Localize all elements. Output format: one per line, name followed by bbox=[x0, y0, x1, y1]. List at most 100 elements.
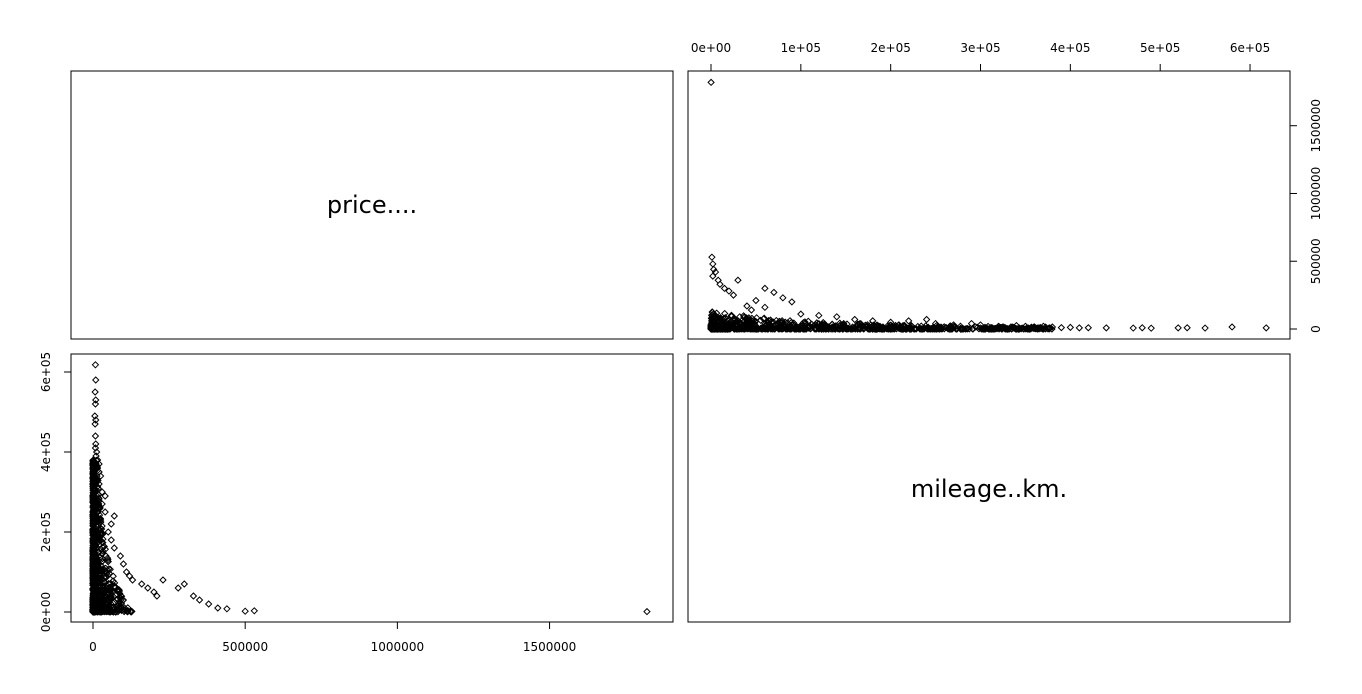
data-point bbox=[743, 320, 751, 328]
data-point bbox=[894, 321, 903, 330]
data-point bbox=[89, 469, 98, 477]
data-point bbox=[931, 319, 940, 328]
data-point bbox=[1262, 324, 1270, 332]
y-tick-label: 2e+05 bbox=[39, 512, 53, 552]
data-point bbox=[709, 265, 718, 274]
data-point bbox=[949, 321, 958, 329]
data-point bbox=[110, 512, 119, 520]
data-point bbox=[944, 325, 952, 333]
data-point bbox=[89, 492, 97, 500]
data-point bbox=[90, 542, 99, 550]
dense-point-cloud bbox=[89, 456, 136, 616]
data-point bbox=[241, 607, 249, 615]
data-point bbox=[770, 288, 778, 297]
data-point bbox=[102, 552, 110, 560]
data-point bbox=[107, 520, 115, 528]
data-point bbox=[89, 567, 97, 575]
data-point bbox=[99, 547, 107, 555]
panel-bottom-right bbox=[687, 353, 1291, 623]
diagonal-label-price: price.... bbox=[327, 191, 417, 219]
data-point bbox=[719, 324, 727, 332]
data-point bbox=[926, 325, 935, 333]
data-point bbox=[815, 324, 824, 333]
data-point bbox=[869, 317, 877, 325]
data-point bbox=[815, 311, 823, 320]
data-point bbox=[720, 284, 729, 293]
data-point bbox=[101, 508, 109, 516]
data-point bbox=[89, 593, 97, 601]
data-point bbox=[89, 537, 97, 545]
data-point bbox=[715, 325, 724, 333]
data-point bbox=[89, 460, 97, 469]
data-point bbox=[96, 530, 105, 539]
data-point bbox=[853, 325, 862, 333]
data-point bbox=[758, 325, 767, 333]
data-point bbox=[91, 554, 99, 563]
data-point bbox=[91, 584, 99, 593]
data-point bbox=[92, 587, 101, 595]
y-tick-label: 0e+00 bbox=[39, 592, 53, 632]
x-tick-label: 1500000 bbox=[523, 640, 576, 654]
data-point bbox=[748, 325, 756, 333]
data-point bbox=[122, 568, 131, 576]
data-point bbox=[865, 323, 873, 332]
data-point bbox=[91, 432, 100, 440]
data-point bbox=[102, 573, 110, 582]
data-point bbox=[769, 318, 778, 326]
data-point bbox=[189, 592, 198, 600]
data-point bbox=[1007, 323, 1015, 331]
data-point bbox=[716, 280, 724, 288]
data-point bbox=[833, 313, 841, 321]
data-point bbox=[98, 488, 106, 496]
data-point bbox=[746, 325, 754, 333]
data-point bbox=[904, 317, 913, 325]
x-tick-label: 0e+00 bbox=[691, 41, 731, 55]
data-point bbox=[111, 608, 120, 616]
data-point bbox=[709, 272, 717, 280]
data-point bbox=[757, 316, 765, 325]
data-point bbox=[839, 323, 848, 331]
data-point bbox=[1174, 324, 1182, 332]
data-point bbox=[848, 325, 856, 333]
data-point bbox=[89, 556, 97, 564]
data-point bbox=[1045, 324, 1053, 332]
data-point bbox=[89, 600, 97, 608]
data-point bbox=[180, 580, 189, 588]
data-point bbox=[976, 321, 985, 329]
data-point bbox=[90, 537, 99, 545]
data-point bbox=[711, 268, 720, 276]
x-tick-label: 0 bbox=[89, 640, 97, 654]
x-tick-label: 2e+05 bbox=[871, 41, 911, 55]
data-point bbox=[250, 607, 259, 615]
data-point bbox=[878, 324, 887, 332]
data-point bbox=[709, 260, 717, 268]
data-point bbox=[109, 572, 117, 580]
data-point bbox=[801, 319, 810, 327]
data-point bbox=[916, 325, 924, 333]
data-point bbox=[1017, 325, 1025, 333]
data-point bbox=[92, 376, 100, 384]
data-point bbox=[89, 461, 97, 470]
data-point bbox=[153, 592, 161, 600]
data-point bbox=[963, 325, 972, 333]
data-point bbox=[101, 592, 109, 600]
data-point bbox=[1228, 323, 1236, 331]
data-point bbox=[807, 324, 815, 332]
data-point bbox=[1021, 322, 1030, 330]
data-point bbox=[947, 325, 955, 333]
data-point bbox=[761, 284, 769, 293]
data-point bbox=[101, 566, 110, 575]
data-point bbox=[890, 325, 898, 333]
data-point bbox=[1033, 324, 1041, 332]
data-point bbox=[875, 322, 884, 331]
data-point bbox=[907, 325, 916, 333]
data-point bbox=[90, 586, 99, 594]
data-point bbox=[725, 320, 734, 329]
data-point bbox=[110, 544, 119, 552]
data-point bbox=[123, 608, 132, 616]
data-point bbox=[935, 325, 943, 333]
data-point bbox=[89, 477, 97, 486]
panel-top-right bbox=[687, 70, 1291, 340]
data-point bbox=[97, 575, 105, 583]
